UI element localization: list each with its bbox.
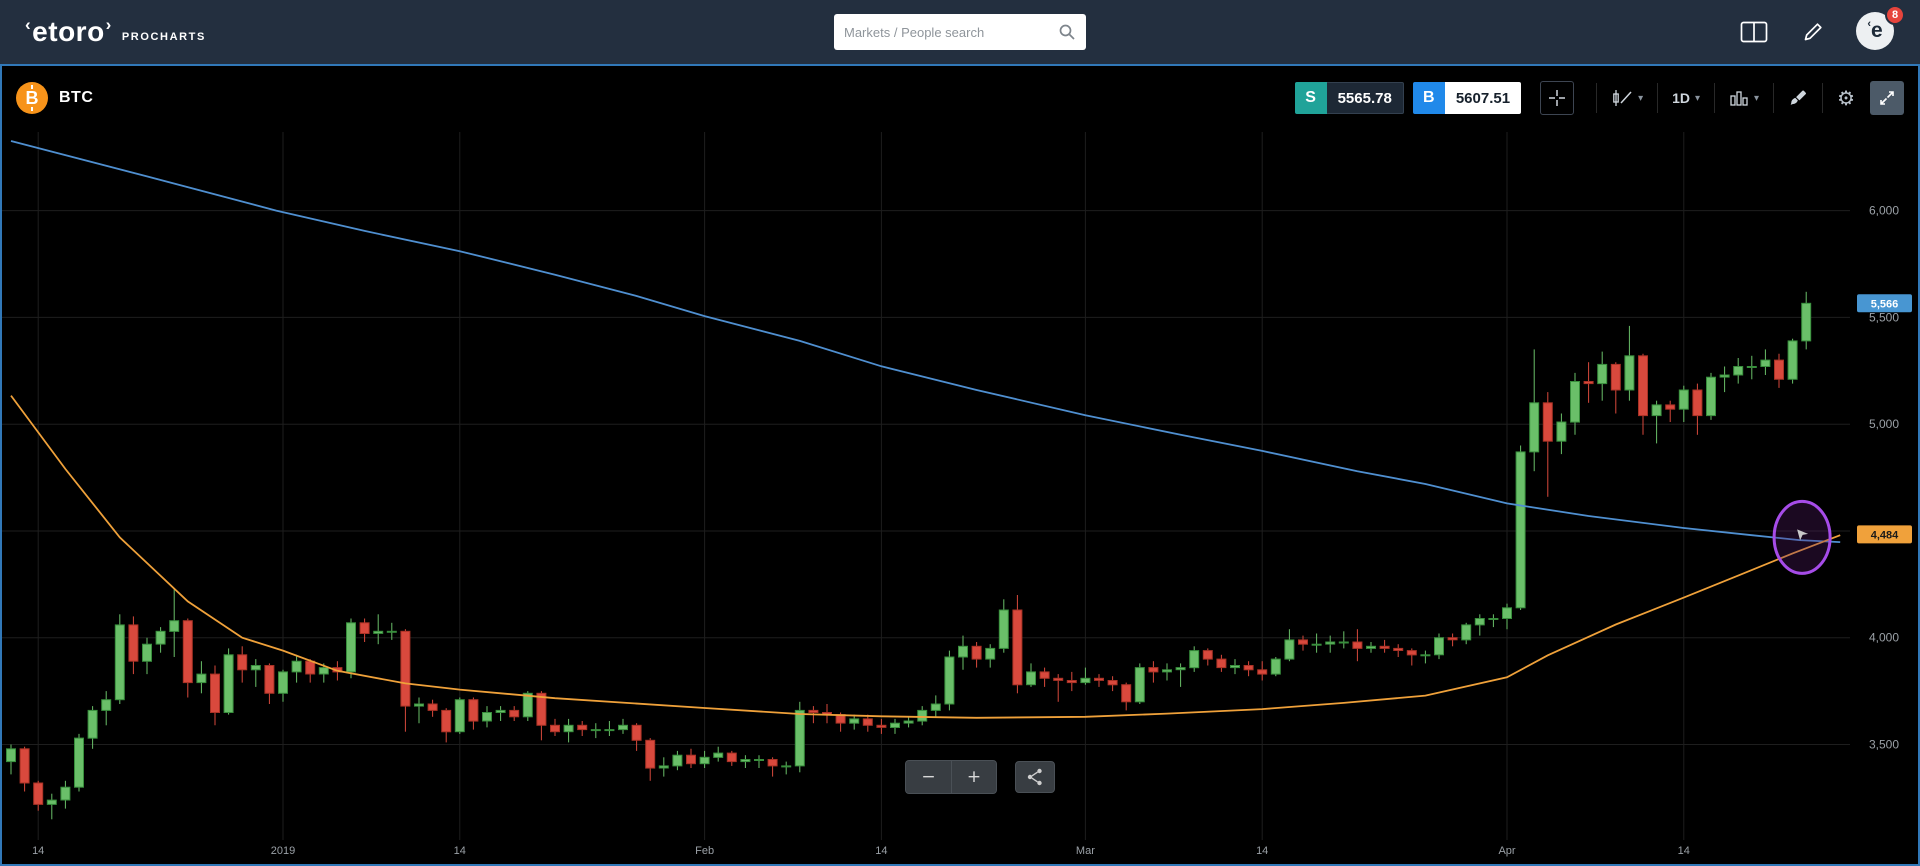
search-icon[interactable] — [1058, 23, 1076, 41]
zoom-button-group: − + — [905, 760, 997, 794]
ma-short-orange — [10, 395, 1841, 719]
mouse-cursor — [1797, 529, 1809, 541]
etoro-logo-left-horn: ‹ — [25, 15, 32, 34]
gear-icon: ⚙ — [1837, 86, 1855, 110]
price-tag-label: 5,566 — [1871, 298, 1899, 310]
time-axis-label: Mar — [1075, 845, 1095, 857]
procharts-panel: B BTC S 5565.78 B 5607.51 — [0, 64, 1920, 866]
top-navigation-bar: ‹etoro› PROCHARTS ‹e 8 — [0, 0, 1920, 64]
time-axis-label: Feb — [695, 845, 715, 857]
bitcoin-icon: B — [16, 82, 48, 114]
notification-badge[interactable]: 8 — [1885, 5, 1905, 25]
chart-style-dropdown[interactable]: ▾ — [1609, 84, 1645, 112]
etoro-logo-right-horn: › — [105, 15, 112, 34]
toolbar-separator — [1773, 83, 1775, 113]
ma-long-blue — [10, 140, 1841, 543]
expand-icon — [1880, 91, 1894, 105]
instrument[interactable]: B BTC — [16, 82, 93, 114]
drawing-tools-button[interactable] — [1786, 84, 1810, 112]
time-axis-label: 2019 — [270, 845, 296, 857]
time-axis-label: 14 — [1256, 845, 1269, 857]
price-axis-label: 4,000 — [1869, 631, 1899, 645]
crosshair-icon — [1549, 90, 1566, 106]
indicators-dropdown[interactable]: ▾ — [1727, 84, 1761, 112]
time-axis[interactable]: 14 2019 14 Feb 14 Mar 14 Apr 14 — [0, 840, 1920, 866]
time-axis-label: Apr — [1498, 845, 1516, 857]
share-button[interactable] — [1015, 761, 1055, 793]
price-tag — [1857, 294, 1912, 313]
price-axis-label: 6,000 — [1869, 204, 1899, 218]
sell-quote[interactable]: S 5565.78 — [1294, 82, 1404, 114]
search-input[interactable] — [844, 24, 1058, 40]
procharts-label: PROCHARTS — [121, 31, 206, 43]
time-axis-label: 14 — [875, 845, 888, 857]
brush-icon — [1790, 90, 1807, 105]
price-axis-label: 5,000 — [1869, 417, 1899, 431]
pencil-icon — [1804, 23, 1822, 41]
chevron-down-icon: ▾ — [1638, 92, 1644, 104]
columns-icon — [1730, 91, 1748, 106]
timeframe-value: 1D — [1672, 90, 1690, 106]
chart-toolbar: B BTC S 5565.78 B 5607.51 — [0, 64, 1920, 132]
time-axis-label: 14 — [1677, 845, 1690, 857]
avatar-letter: e — [1870, 19, 1883, 42]
buy-quote[interactable]: B 5607.51 — [1412, 82, 1522, 114]
zoom-in-button[interactable]: + — [951, 761, 996, 793]
toolbar-right: S 5565.78 B 5607.51 ▾ — [1294, 81, 1904, 115]
price-axis-label: 3,500 — [1869, 738, 1899, 752]
etoro-logo[interactable]: ‹ etoro › — [24, 15, 113, 48]
search-box[interactable] — [834, 14, 1086, 50]
zoom-out-button[interactable]: − — [906, 761, 951, 793]
toolbar-separator — [1714, 83, 1716, 113]
toolbar-separator — [1657, 83, 1659, 113]
avatar-horn-mark: ‹ — [1867, 18, 1871, 30]
btc-candlestick-chart[interactable]: 6,000 5,500 5,000 4,000 3,500 5,566 4,484 — [0, 132, 1920, 840]
toolbar-separator — [1596, 83, 1598, 113]
crosshair-button[interactable] — [1540, 81, 1575, 115]
settings-button[interactable]: ⚙ — [1835, 84, 1857, 112]
chart-style-icon — [1613, 90, 1632, 106]
sell-price: 5565.78 — [1326, 82, 1404, 114]
chevron-down-icon: ▾ — [1754, 92, 1760, 104]
layouts-icon — [1740, 21, 1768, 43]
toolbar-separator — [1822, 83, 1824, 113]
time-axis-label: 14 — [453, 845, 466, 857]
buy-price: 5607.51 — [1444, 82, 1522, 114]
grid-lines — [0, 132, 1850, 840]
time-axis-label: 14 — [32, 845, 45, 857]
price-axis-label: 5,500 — [1869, 310, 1899, 324]
chart-plot-area: 6,000 5,500 5,000 4,000 3,500 5,566 4,484 − + — [0, 132, 1920, 840]
fullscreen-button[interactable] — [1870, 81, 1904, 115]
price-tag — [1857, 525, 1912, 544]
price-tag-label: 4,484 — [1871, 529, 1899, 541]
sell-button[interactable]: S — [1294, 82, 1327, 114]
share-icon — [1027, 768, 1042, 786]
ellipse-annotation[interactable] — [1772, 499, 1832, 575]
buy-button[interactable]: B — [1412, 82, 1445, 114]
user-avatar[interactable]: ‹ e 8 — [1856, 5, 1905, 52]
layouts-button[interactable] — [1738, 19, 1770, 45]
candles — [6, 291, 1812, 820]
zoom-controls: − + — [905, 760, 1055, 794]
instrument-symbol: BTC — [59, 89, 94, 106]
timeframe-dropdown[interactable]: 1D ▾ — [1670, 86, 1702, 110]
topbar-actions: ‹ e 8 — [1738, 5, 1905, 52]
brand: ‹ etoro › PROCHARTS — [24, 15, 206, 48]
draw-button[interactable] — [1800, 19, 1826, 45]
etoro-logo-text: etoro — [32, 16, 105, 47]
chevron-down-icon: ▾ — [1695, 92, 1701, 104]
